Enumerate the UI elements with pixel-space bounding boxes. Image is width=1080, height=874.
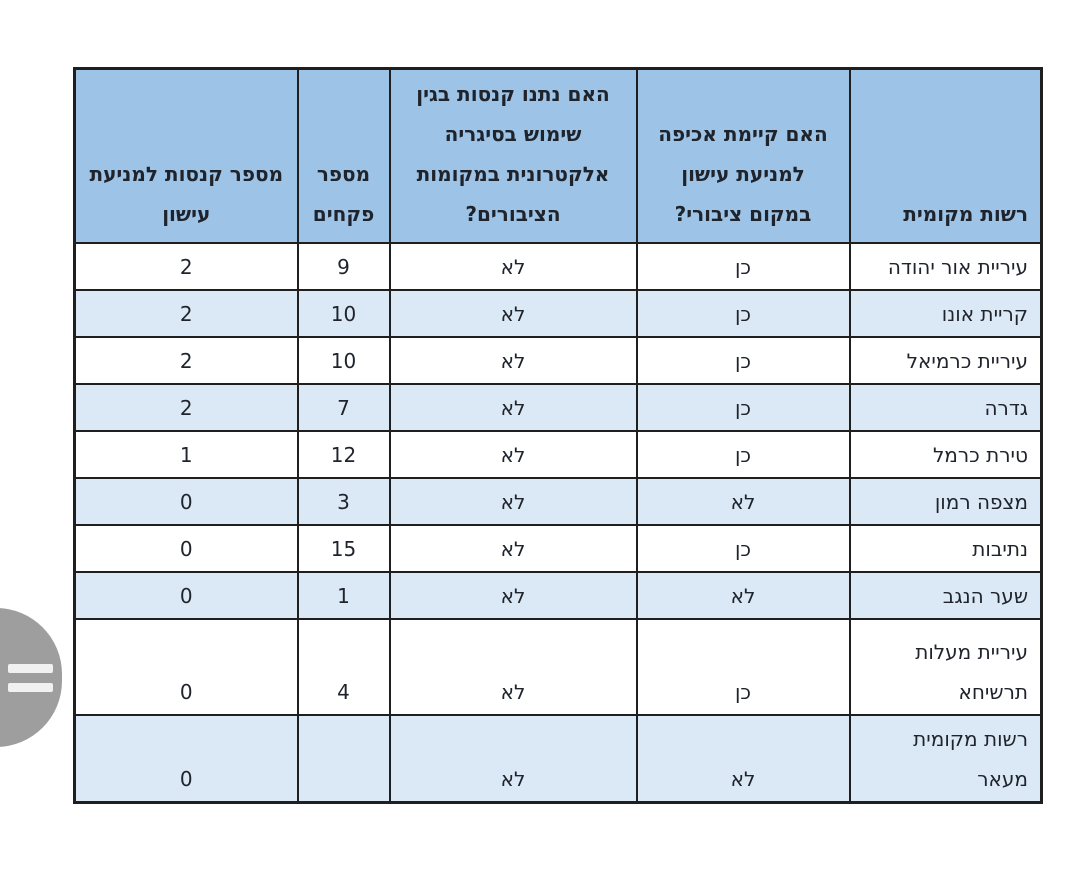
- table-row: מצפה רמון לא לא 3 0: [73, 477, 1043, 526]
- col-header-fines: מספר קנסות למניעת עישון: [73, 67, 299, 244]
- cell-enforcement: כן: [635, 242, 851, 291]
- cell-enforcement: כן: [635, 524, 851, 573]
- drag-handle-bar: [8, 682, 53, 692]
- header-row: רשות מקומית האם קיימת אכיפה למניעת עישון…: [73, 67, 1043, 244]
- table-row: נתיבות כן לא 15 0: [73, 524, 1043, 573]
- cell-ecig-fines: לא: [388, 524, 638, 573]
- cell-ecig-fines: לא: [388, 336, 638, 385]
- cell-inspectors: 12: [296, 430, 391, 479]
- cell-inspectors: 7: [296, 383, 391, 432]
- cell-ecig-fines: לא: [388, 242, 638, 291]
- cell-authority: קריית אונו: [848, 289, 1043, 338]
- cell-ecig-fines: לא: [388, 383, 638, 432]
- cell-authority: טירת כרמל: [848, 430, 1043, 479]
- cell-ecig-fines: לא: [388, 714, 638, 803]
- cell-fines: 2: [73, 289, 299, 338]
- cell-fines: 0: [73, 477, 299, 526]
- cell-ecig-fines: לא: [388, 571, 638, 620]
- cell-enforcement: כן: [635, 430, 851, 479]
- cell-fines: 0: [73, 524, 299, 573]
- cell-fines: 2: [73, 336, 299, 385]
- cell-fines: 0: [73, 618, 299, 716]
- cell-enforcement: כן: [635, 336, 851, 385]
- cell-enforcement: לא: [635, 714, 851, 803]
- cell-fines: 0: [73, 714, 299, 803]
- cell-enforcement: כן: [635, 383, 851, 432]
- col-header-ecig-fines: האם נתנו קנסות בגין שימוש בסיגריה אלקטרו…: [388, 67, 638, 244]
- cell-inspectors: 9: [296, 242, 391, 291]
- data-table: רשות מקומית האם קיימת אכיפה למניעת עישון…: [73, 67, 1043, 804]
- table-row: עיריית כרמיאל כן לא 10 2: [73, 336, 1043, 385]
- cell-enforcement: כן: [635, 618, 851, 716]
- table-row: עיריית מעלות תרשיחא כן לא 4 0: [73, 618, 1043, 716]
- cell-ecig-fines: לא: [388, 477, 638, 526]
- table-row: רשות מקומית מעאר לא לא 0: [73, 714, 1043, 803]
- cell-authority: עיריית כרמיאל: [848, 336, 1043, 385]
- cell-ecig-fines: לא: [388, 289, 638, 338]
- col-header-enforcement: האם קיימת אכיפה למניעת עישון במקום ציבור…: [635, 67, 851, 244]
- cell-ecig-fines: לא: [388, 430, 638, 479]
- drag-handle-icon: [8, 663, 53, 692]
- cell-inspectors: 10: [296, 336, 391, 385]
- cell-inspectors: 1: [296, 571, 391, 620]
- cell-authority: עיריית מעלות תרשיחא: [848, 618, 1043, 716]
- cell-enforcement: לא: [635, 477, 851, 526]
- cell-authority: גדרה: [848, 383, 1043, 432]
- col-header-inspectors: מספר פקחים: [296, 67, 391, 244]
- cell-inspectors: [296, 714, 391, 803]
- cell-inspectors: 3: [296, 477, 391, 526]
- table-row: עיריית אור יהודה כן לא 9 2: [73, 242, 1043, 291]
- smoking-enforcement-table: רשות מקומית האם קיימת אכיפה למניעת עישון…: [73, 67, 1043, 804]
- col-header-authority: רשות מקומית: [848, 67, 1043, 244]
- drag-handle-bar: [8, 663, 53, 673]
- cell-fines: 0: [73, 571, 299, 620]
- table-row: קריית אונו כן לא 10 2: [73, 289, 1043, 338]
- drawer-handle[interactable]: [0, 608, 62, 747]
- cell-authority: שער הנגב: [848, 571, 1043, 620]
- cell-authority: מצפה רמון: [848, 477, 1043, 526]
- cell-authority: עיריית אור יהודה: [848, 242, 1043, 291]
- table-row: גדרה כן לא 7 2: [73, 383, 1043, 432]
- cell-ecig-fines: לא: [388, 618, 638, 716]
- table-row: טירת כרמל כן לא 12 1: [73, 430, 1043, 479]
- table-row: שער הנגב לא לא 1 0: [73, 571, 1043, 620]
- cell-inspectors: 10: [296, 289, 391, 338]
- cell-authority: רשות מקומית מעאר: [848, 714, 1043, 803]
- cell-authority: נתיבות: [848, 524, 1043, 573]
- cell-enforcement: לא: [635, 571, 851, 620]
- cell-fines: 2: [73, 242, 299, 291]
- cell-inspectors: 4: [296, 618, 391, 716]
- cell-fines: 2: [73, 383, 299, 432]
- cell-fines: 1: [73, 430, 299, 479]
- cell-enforcement: כן: [635, 289, 851, 338]
- cell-inspectors: 15: [296, 524, 391, 573]
